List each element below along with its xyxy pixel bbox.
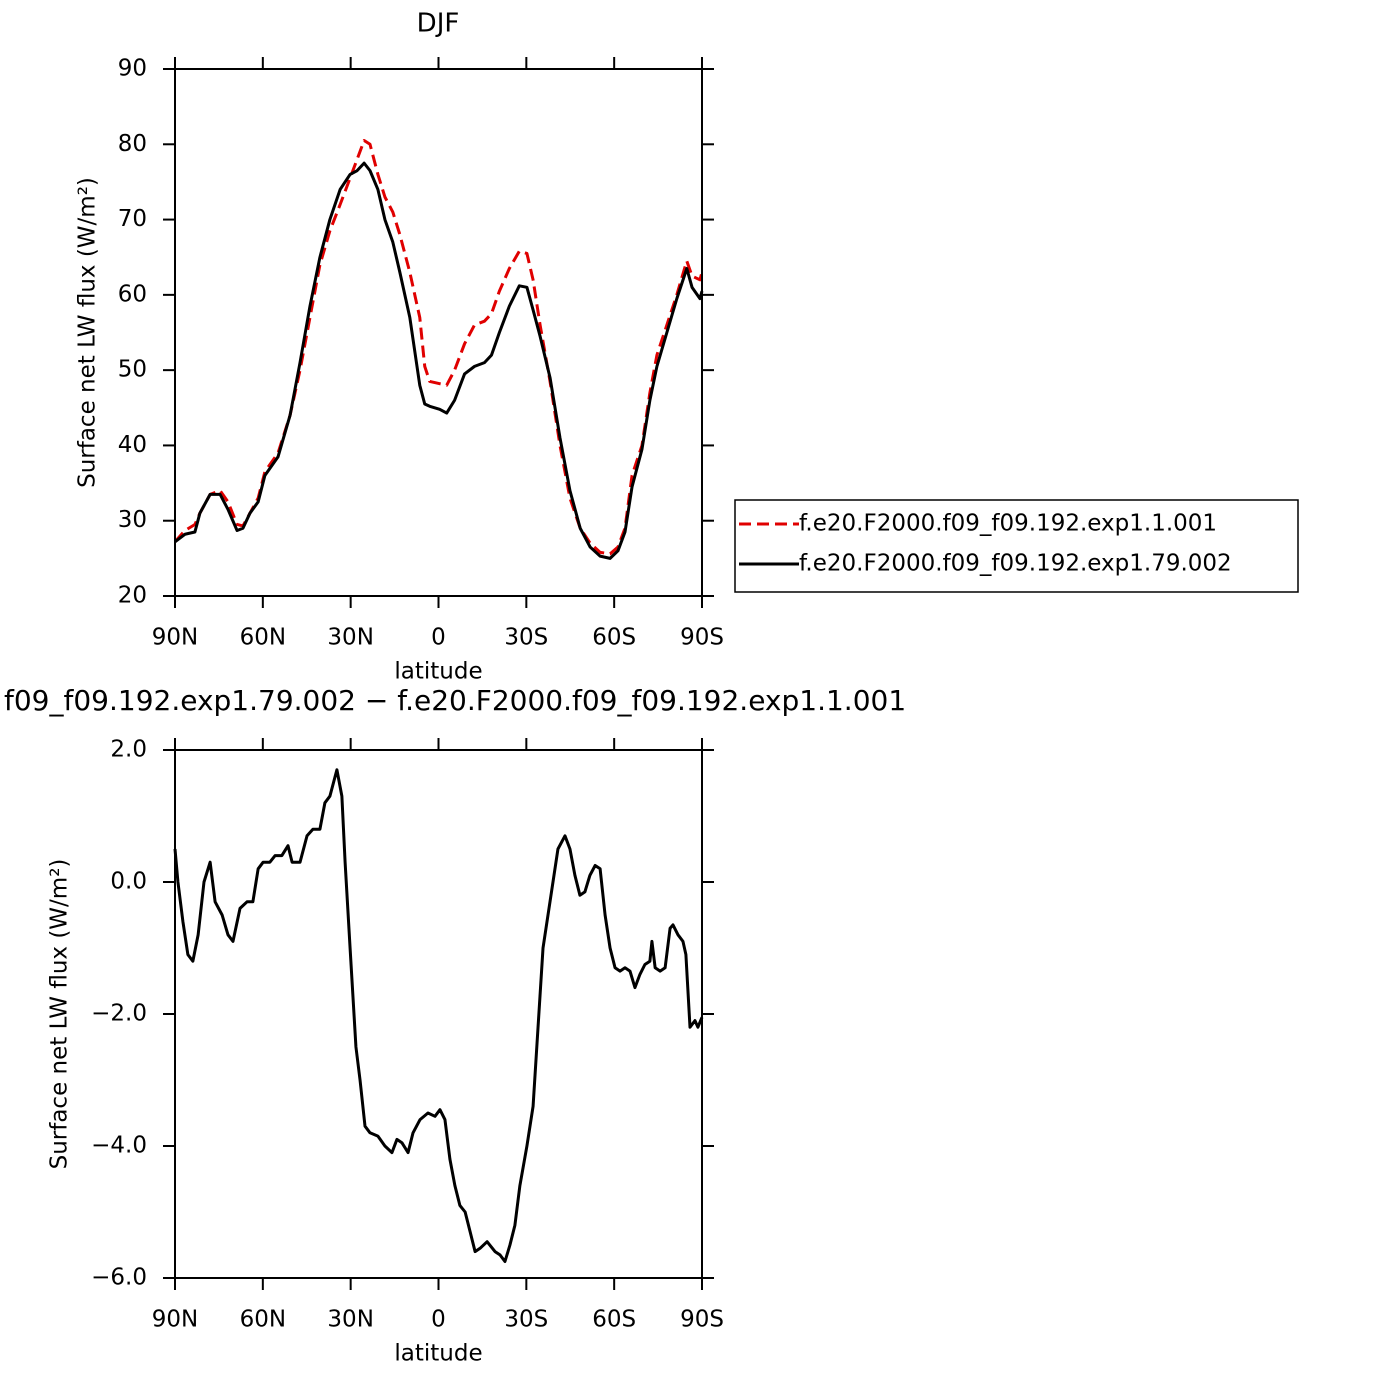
y-tick-label: 70 — [118, 206, 147, 232]
chart-title: f09_f09.192.exp1.79.002 − f.e20.F2000.f0… — [4, 684, 906, 717]
x-tick-label: 60S — [592, 625, 636, 651]
x-tick-label: 90S — [680, 625, 724, 651]
x-tick-label: 30N — [327, 1307, 373, 1333]
x-tick-label: 0 — [431, 625, 446, 651]
data-line — [173, 139, 704, 556]
legend-label: f.e20.F2000.f09_f09.192.exp1.1.001 — [799, 511, 1217, 537]
y-tick-label: 30 — [118, 507, 147, 533]
y-tick-label: 0.0 — [110, 869, 147, 895]
x-tick-label: 90N — [152, 625, 198, 651]
x-tick-label: 60N — [240, 1307, 286, 1333]
y-tick-label: 50 — [118, 357, 147, 383]
x-axis-label: latitude — [394, 659, 482, 685]
legend-label: f.e20.F2000.f09_f09.192.exp1.79.002 — [799, 551, 1232, 577]
x-tick-label: 60N — [240, 625, 286, 651]
plot-frame — [174, 749, 703, 1279]
x-axis-label: latitude — [394, 1341, 482, 1367]
y-tick-label: 20 — [118, 583, 147, 609]
data-line — [173, 768, 704, 1263]
y-tick-label: −2.0 — [91, 1001, 147, 1027]
x-tick-label: 30S — [504, 625, 548, 651]
y-tick-label: 2.0 — [110, 737, 147, 763]
y-tick-label: 40 — [118, 432, 147, 458]
x-tick-label: 60S — [592, 1307, 636, 1333]
y-tick-label: 60 — [118, 281, 147, 307]
y-tick-label: −6.0 — [91, 1265, 147, 1291]
x-tick-label: 0 — [431, 1307, 446, 1333]
y-tick-label: −4.0 — [91, 1133, 147, 1159]
legend-box — [734, 499, 1299, 593]
y-tick-label: 80 — [118, 131, 147, 157]
plot-frame — [174, 68, 703, 597]
data-line — [174, 161, 704, 560]
x-tick-label: 30N — [327, 625, 373, 651]
x-tick-label: 90S — [680, 1307, 724, 1333]
y-axis-label: Surface net LW flux (W/m²) — [47, 859, 73, 1170]
chart-title: DJF — [417, 9, 460, 39]
y-tick-label: 90 — [118, 56, 147, 82]
x-tick-label: 90N — [152, 1307, 198, 1333]
y-axis-label: Surface net LW flux (W/m²) — [75, 177, 101, 488]
x-tick-label: 30S — [504, 1307, 548, 1333]
